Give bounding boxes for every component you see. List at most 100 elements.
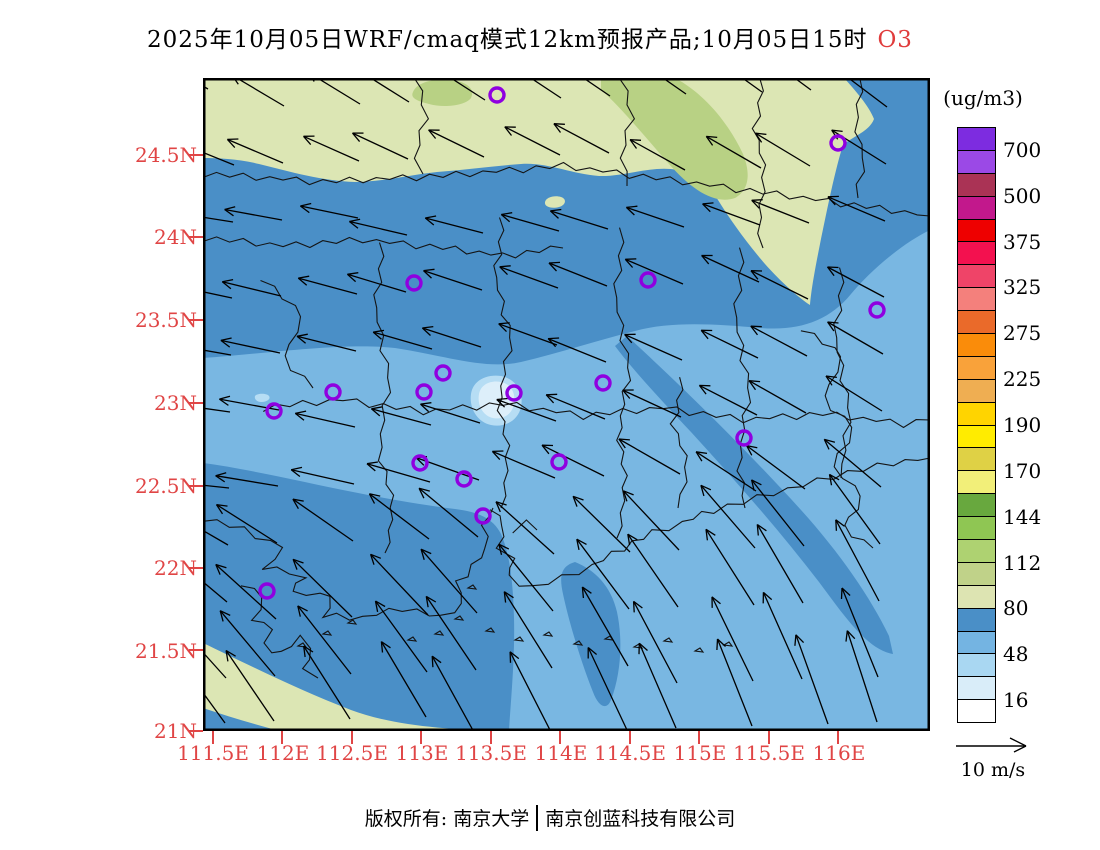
legend-color-box (958, 173, 995, 197)
wind-arrow (624, 258, 684, 285)
wind-arrow (203, 151, 235, 166)
wind-arrow (292, 498, 354, 542)
station-marker (411, 454, 429, 472)
wind-arrow (292, 558, 353, 618)
island-mark (484, 627, 496, 633)
wind-arrow (548, 261, 608, 287)
wind-arrow (509, 651, 552, 731)
admin-boundary (493, 217, 513, 509)
wind-arrow (827, 321, 884, 355)
wind-arrow (495, 501, 555, 555)
legend-color-box (958, 585, 995, 609)
island-mark (406, 636, 418, 642)
wind-arrow (380, 641, 427, 718)
wind-arrow (793, 78, 812, 91)
wind-arrow (762, 591, 803, 680)
title-pollutant: O3 (877, 27, 913, 53)
wind-arrow (794, 634, 829, 725)
station-marker (455, 470, 473, 488)
wind-arrow (303, 645, 351, 720)
wind-arrow (840, 587, 879, 678)
wind-arrow (418, 487, 479, 538)
page-title: 2025年10月05日WRF/cmaq模式12km预报产品;10月05日15时 O… (0, 20, 1060, 54)
admin-boundary (733, 247, 752, 509)
island-mark (466, 584, 478, 590)
lat-label: 22N (154, 556, 197, 580)
admin-boundary (203, 507, 494, 621)
legend-value-label: 144 (1003, 505, 1042, 529)
island-mark (722, 641, 734, 647)
lon-tick (420, 731, 423, 744)
wind-arrow (748, 380, 807, 414)
legend-value-label: 112 (1003, 551, 1042, 575)
region-pale-dash-west (254, 393, 270, 402)
wind-arrow (220, 337, 281, 354)
island-mark (296, 642, 308, 648)
footer-company: 南京创蓝科技有限公司 (545, 808, 736, 830)
legend-color-box (958, 700, 995, 723)
legend-color-box (958, 608, 995, 632)
wind-arrow (499, 265, 559, 289)
wind-arrow (545, 393, 606, 420)
lon-tick (351, 731, 354, 744)
wind-arrow (701, 254, 760, 283)
station-marker (868, 301, 886, 319)
wind-arrow (750, 479, 805, 547)
admin-boundary (203, 236, 564, 259)
legend-color-box (958, 494, 995, 518)
wind-arrow (700, 329, 759, 359)
wind-scale-legend: 10 m/s (948, 733, 1038, 781)
wind-arrow (366, 461, 431, 483)
legend-color-box (958, 150, 995, 174)
lat-tick (189, 649, 203, 652)
wind-arrow (203, 484, 230, 489)
wind-arrow (750, 270, 809, 300)
wind-arrow (625, 205, 685, 228)
title-text: 2025年10月05日WRF/cmaq模式12km预报产品;10月05日15时 (147, 27, 868, 53)
wind-arrow (529, 78, 562, 99)
region-khaki-coast-stripe (203, 643, 503, 731)
wind-arrow (203, 291, 233, 299)
legend-color-box (958, 654, 995, 678)
wind-arrow (746, 444, 806, 490)
region-green-patch-small (412, 79, 473, 106)
station-marker (829, 134, 847, 152)
wind-arrow (661, 78, 687, 95)
legend-unit-label: (ug/m3) (943, 86, 1023, 110)
legend-color-box (958, 196, 995, 220)
lon-label: 114.5E (594, 741, 666, 765)
wind-arrow (754, 132, 811, 167)
wind-arrow (203, 651, 227, 679)
legend-color-box (958, 219, 995, 243)
wind-scale-arrow-icon (956, 737, 1027, 753)
wind-arrow (587, 647, 628, 731)
wind-arrow (498, 322, 558, 346)
legend-color-box (958, 677, 995, 701)
wind-arrow (296, 333, 357, 352)
wind-arrow (420, 548, 478, 614)
wind-arrow (541, 444, 605, 477)
lon-label: 114E (534, 741, 588, 765)
wind-arrow (825, 375, 883, 412)
station-marker (639, 271, 657, 289)
legend-color-box (958, 448, 995, 472)
lat-tick (189, 319, 203, 322)
wind-arrow (294, 410, 356, 428)
wind-arrow (576, 538, 630, 610)
island-mark (693, 647, 705, 653)
wind-arrow (553, 123, 610, 154)
lat-tick (189, 236, 203, 239)
station-marker (265, 402, 283, 420)
wind-arrow (203, 581, 228, 603)
wind-arrow (705, 135, 762, 169)
wind-arrow (638, 642, 677, 729)
legend-value-label: 190 (1003, 413, 1042, 437)
wind-arrow (449, 78, 486, 101)
lon-label: 115E (673, 741, 727, 765)
station-marker (550, 453, 568, 471)
forecast-map (203, 78, 930, 731)
legend-color-box (958, 311, 995, 335)
legend-value-label: 275 (1003, 321, 1042, 345)
wind-arrow (491, 450, 556, 479)
